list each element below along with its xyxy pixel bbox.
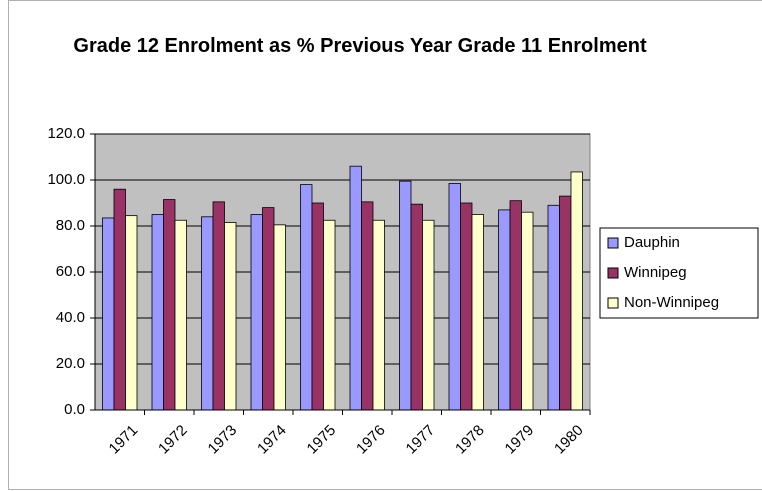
bar (422, 219, 435, 411)
bar (372, 219, 385, 411)
bar (201, 216, 214, 411)
bar (547, 204, 560, 411)
chart-border (8, 0, 762, 490)
legend-swatch (607, 237, 619, 249)
bar (448, 183, 461, 411)
legend-label: Non-Winnipeg (624, 294, 719, 311)
bar (102, 217, 115, 411)
x-tick-label: 1979 (502, 422, 538, 458)
y-tick-label: 120.0 (47, 125, 85, 142)
bar (323, 219, 336, 411)
x-tick-label: 1978 (452, 422, 488, 458)
bar (212, 201, 225, 411)
x-tick-label: 1975 (304, 422, 340, 458)
y-tick-label: 100.0 (47, 171, 85, 188)
x-tick-label: 1972 (155, 422, 191, 458)
legend-swatch (607, 297, 619, 309)
bar (399, 180, 412, 411)
legend-swatch (607, 267, 619, 279)
bar (250, 214, 263, 411)
bar (498, 209, 511, 411)
bar (570, 171, 583, 411)
bar (300, 184, 313, 411)
bar (509, 200, 522, 411)
bar (262, 207, 275, 411)
bar (471, 214, 484, 411)
bar (521, 211, 534, 411)
legend-label: Dauphin (624, 234, 680, 251)
bar (559, 195, 572, 411)
x-tick-label: 1980 (551, 422, 587, 458)
y-tick-label: 80.0 (56, 217, 85, 234)
y-tick-label: 0.0 (64, 401, 85, 418)
bar (224, 222, 237, 411)
x-tick-label: 1971 (106, 422, 142, 458)
y-tick-label: 20.0 (56, 355, 85, 372)
x-tick-label: 1974 (254, 422, 290, 458)
bar (410, 203, 423, 411)
x-tick-label: 1977 (403, 422, 439, 458)
bar (311, 202, 324, 411)
bar (125, 215, 138, 411)
x-tick-label: 1973 (205, 422, 241, 458)
bar (174, 219, 187, 411)
bar (163, 199, 176, 411)
legend-box (599, 227, 759, 319)
legend-label: Winnipeg (624, 264, 687, 281)
x-tick-label: 1976 (353, 422, 389, 458)
bar (349, 165, 362, 411)
chart-title: Grade 12 Enrolment as % Previous Year Gr… (73, 35, 647, 57)
bar (113, 188, 126, 411)
y-tick-label: 60.0 (56, 263, 85, 280)
bar (151, 214, 164, 411)
bar (460, 202, 473, 411)
y-tick-label: 40.0 (56, 309, 85, 326)
bar (361, 201, 374, 411)
bar (273, 224, 286, 411)
